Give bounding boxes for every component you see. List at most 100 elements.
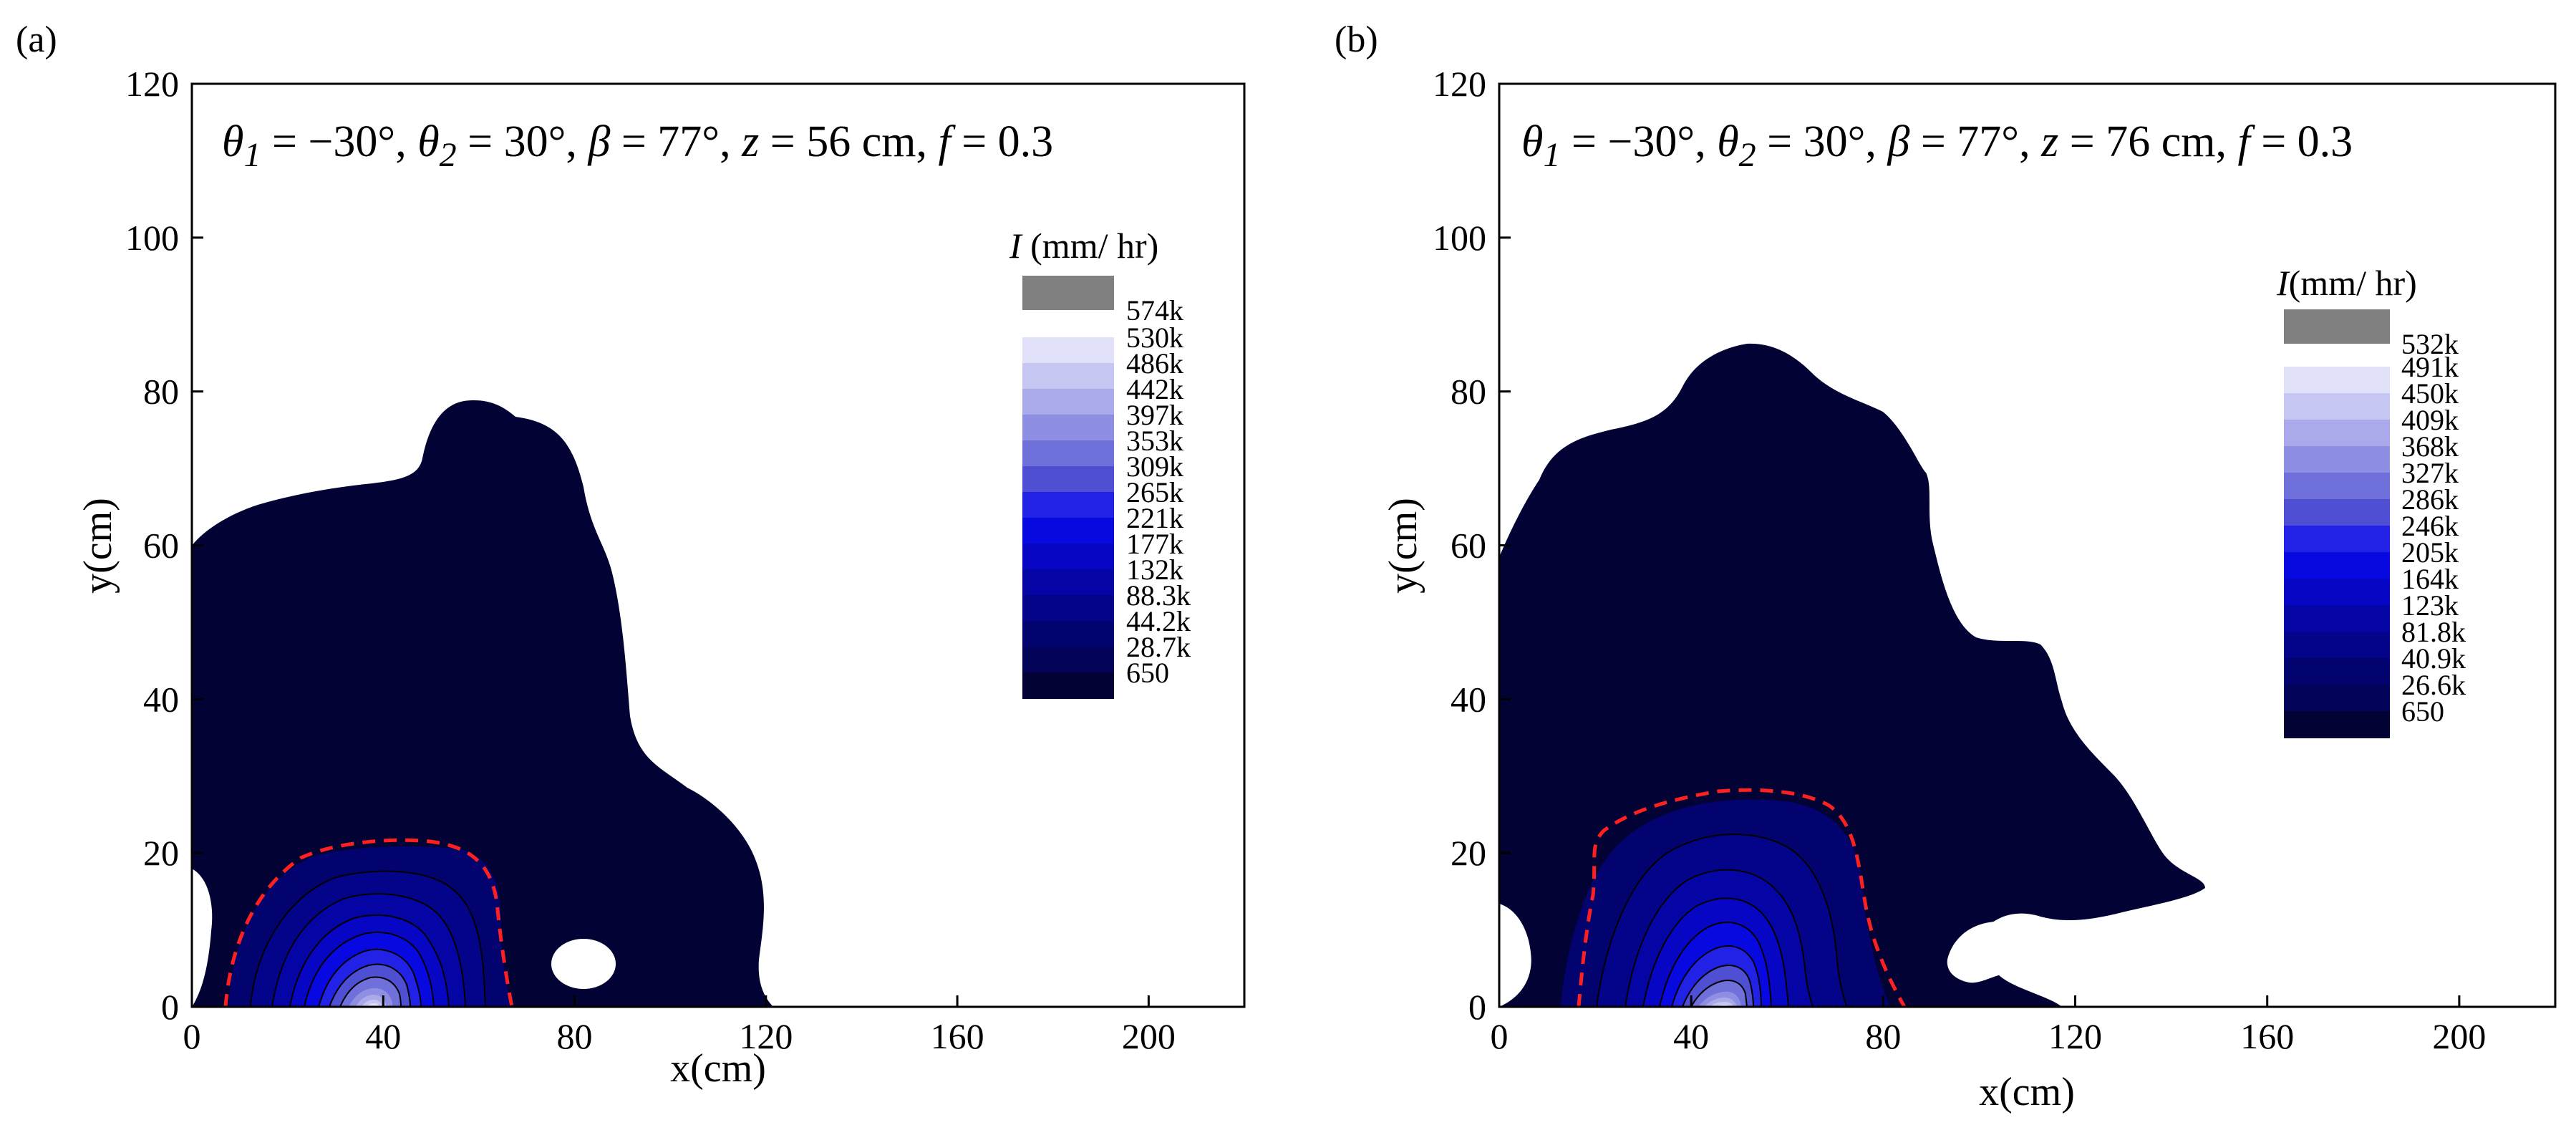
y-tick-label-a-4: 80 <box>143 372 179 412</box>
colorbar-label-a-6: 265k <box>1126 476 1183 508</box>
colorbar-label-a-12: 28.7k <box>1126 631 1191 663</box>
x-tick-label-a-0: 0 <box>183 1016 201 1056</box>
x-axis-title-a: x(cm) <box>670 1046 766 1091</box>
title-b-z-val: = 76 cm, <box>2058 117 2237 166</box>
y-tick-label-b-5: 100 <box>1433 218 1486 258</box>
colorbar-swatch-a-10 <box>1022 595 1114 622</box>
colorbar-swatch-a-5 <box>1022 466 1114 493</box>
colorbar-swatch-b-11 <box>2284 658 2390 685</box>
contour-line-b-7 <box>1690 980 1748 1008</box>
title-b-z: z <box>2040 117 2058 166</box>
title-a-theta2-sub: 2 <box>440 136 457 174</box>
colorbar-overflow-label-a: 574k <box>1126 294 1183 327</box>
title-a-z-val: = 56 cm, <box>759 117 938 166</box>
colorbar-label-a-4: 353k <box>1126 425 1183 457</box>
panel-label-b: (b) <box>1335 19 1378 60</box>
colorbar-label-a-9: 132k <box>1126 554 1183 586</box>
colorbar-label-a-1: 486k <box>1126 347 1183 380</box>
colorbar-label-b-3: 368k <box>2401 430 2459 463</box>
contour-line-a-6 <box>329 963 411 1008</box>
colorbar-swatch-a-4 <box>1022 440 1114 467</box>
title-b-f-val: = 0.3 <box>2250 117 2353 166</box>
colorbar-label-a-2: 442k <box>1126 373 1183 405</box>
title-a-z: z <box>741 117 759 166</box>
colorbar-title-a-symbol: I <box>1009 226 1023 266</box>
y-tick-label-a-3: 60 <box>143 526 179 566</box>
colorbar-swatch-a-2 <box>1022 389 1114 415</box>
title-a-theta2: θ <box>417 117 439 166</box>
colorbar-label-b-12: 26.6k <box>2401 669 2466 701</box>
title-b-beta-val: = 77°, <box>1909 117 2041 166</box>
x-tick-label-b-2: 80 <box>1865 1016 1901 1056</box>
colorbar-label-a-10: 88.3k <box>1126 579 1191 612</box>
y-tick-label-a-1: 20 <box>143 833 179 873</box>
colorbar-swatch-a-13 <box>1022 672 1114 699</box>
contour-line-a-4 <box>304 931 435 1008</box>
colorbar-label-a-7: 221k <box>1126 502 1183 534</box>
y-axis-title-a: y(cm) <box>76 498 120 594</box>
contour-lines-a <box>250 870 486 1008</box>
contour-line-b-4 <box>1659 921 1772 1008</box>
colorbar-title-a-units: (mm/ hr) <box>1022 226 1159 266</box>
colorbar-swatch-b-13 <box>2284 711 2390 738</box>
x-tick-label-b-3: 120 <box>2048 1016 2102 1056</box>
title-a-theta1-sub: 1 <box>243 136 261 174</box>
contour-line-b-2 <box>1624 869 1814 1008</box>
title-b-beta: β <box>1887 117 1909 166</box>
colorbar-swatch-a-6 <box>1022 492 1114 518</box>
x-tick-label-a-1: 40 <box>365 1016 401 1056</box>
colorbar-title-a: I (mm/ hr) <box>1009 226 1158 266</box>
plot-area-b <box>1499 343 2205 1008</box>
x-tick-label-a-3: 120 <box>739 1016 793 1056</box>
title-b-theta2-sub: 2 <box>1739 136 1756 174</box>
panel-label-a: (a) <box>16 19 57 60</box>
title-b-theta1: θ <box>1521 117 1543 166</box>
title-a-beta: β <box>587 117 610 166</box>
x-axis-b: 0 40 80 120 160 200 <box>1491 995 2486 1056</box>
colorbar-label-b-5: 286k <box>2401 483 2459 516</box>
colorbar-label-b-7: 205k <box>2401 536 2459 569</box>
colorbar-swatch-b-6 <box>2284 526 2390 553</box>
contour-line-b-6 <box>1682 965 1754 1008</box>
colorbar-swatch-a-7 <box>1022 518 1114 544</box>
colorbar-label-b-2: 409k <box>2401 404 2459 436</box>
plot-area-a <box>192 400 773 1008</box>
colorbar-label-a-13: 650 <box>1126 657 1169 689</box>
colorbar-overflow-label-b: 532k <box>2401 328 2459 360</box>
colorbar-overflow-swatch-a <box>1022 276 1114 310</box>
colorbar-swatch-b-12 <box>2284 685 2390 712</box>
contour-lines-b <box>1596 834 1848 1008</box>
colorbar-label-b-11: 40.9k <box>2401 642 2466 675</box>
contour-line-a-2 <box>271 893 466 1008</box>
colorbar-label-b-8: 164k <box>2401 563 2459 595</box>
title-b-theta2-val: = 30°, <box>1756 117 1888 166</box>
colorbar-title-b-symbol: I <box>2276 263 2290 303</box>
colorbar-swatch-b-10 <box>2284 632 2390 659</box>
colorbar-label-a-11: 44.2k <box>1126 605 1191 637</box>
contour-bands-b <box>1561 788 1907 1008</box>
colorbar-title-b: I(mm/ hr) <box>2276 263 2417 303</box>
panel-a: (a) <box>16 19 1246 1091</box>
colorbar-label-b-9: 123k <box>2401 589 2459 622</box>
x-tick-label-b-1: 40 <box>1673 1016 1709 1056</box>
y-axis-a: 0 20 40 60 80 100 120 <box>125 64 203 1027</box>
colorbar-swatch-b-2 <box>2284 420 2390 447</box>
colorbar-swatch-a-8 <box>1022 544 1114 570</box>
y-tick-label-b-3: 60 <box>1451 526 1486 566</box>
colorbar-swatch-b-5 <box>2284 499 2390 526</box>
x-tick-label-b-5: 200 <box>2432 1016 2486 1056</box>
contour-line-a-3 <box>289 914 450 1008</box>
title-a-theta2-val: = 30°, <box>457 117 589 166</box>
colorbar-label-a-8: 177k <box>1126 528 1183 560</box>
contour-line-b-5 <box>1671 945 1762 1008</box>
contour-hole-center-b <box>1947 921 2093 983</box>
colorbar-label-a-5: 309k <box>1126 450 1183 483</box>
y-axis-title-b: y(cm) <box>1381 498 1425 594</box>
contour-line-a-5 <box>318 948 422 1008</box>
y-tick-label-b-2: 40 <box>1451 679 1486 719</box>
title-a-f-val: = 0.3 <box>951 117 1053 166</box>
y-tick-label-b-6: 120 <box>1433 64 1486 104</box>
colorbar-swatch-b-3 <box>2284 446 2390 473</box>
chart-title-a: θ1 = −30°, θ2 = 30°, β = 77°, z = 56 cm,… <box>222 117 1053 174</box>
